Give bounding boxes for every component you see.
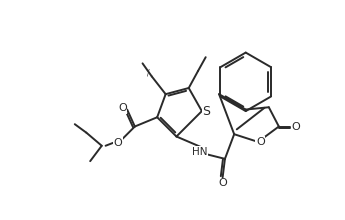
Text: O: O [218, 178, 227, 189]
Text: S: S [203, 104, 210, 118]
Text: HN: HN [192, 147, 207, 157]
Text: O: O [118, 103, 127, 113]
Text: O: O [292, 121, 300, 132]
Text: O: O [256, 137, 265, 147]
Text: /: / [147, 68, 150, 77]
Text: O: O [114, 138, 122, 148]
